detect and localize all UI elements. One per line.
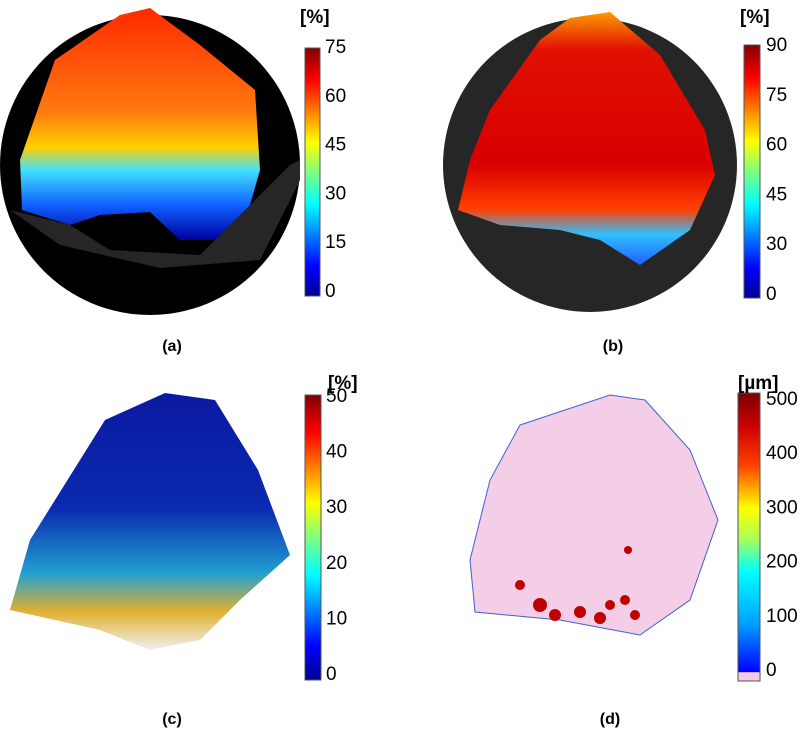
colorbar bbox=[737, 392, 761, 682]
colorbar-unit: [µm] bbox=[738, 373, 779, 394]
colorbar-tick-label: 75 bbox=[766, 85, 787, 106]
colorbar-tick-label: 15 bbox=[325, 232, 346, 253]
panel-label: (c) bbox=[162, 711, 182, 728]
image-b bbox=[443, 12, 737, 312]
colorbar-tick-label: 0 bbox=[766, 660, 777, 681]
colorbar-unit: [%] bbox=[300, 7, 330, 28]
colorbar-unit: [%] bbox=[328, 373, 358, 394]
colorbar-unit: [%] bbox=[740, 7, 770, 28]
colorbar-tick-label: 0 bbox=[325, 281, 336, 302]
colorbar-tick-label: 75 bbox=[325, 37, 346, 58]
colorbar bbox=[304, 47, 321, 297]
colorbar-tick-label: 50 bbox=[326, 386, 347, 407]
colorbar-tick-label: 45 bbox=[766, 184, 787, 205]
colorbar-tick-label: 90 bbox=[766, 35, 787, 56]
panel-label: (a) bbox=[162, 338, 182, 355]
image-a bbox=[0, 8, 300, 315]
image-d bbox=[469, 394, 719, 636]
colorbar bbox=[304, 394, 322, 681]
colorbar-tick-label: 20 bbox=[326, 553, 347, 574]
colorbar-tick-label: 400 bbox=[766, 443, 798, 464]
colorbar-tick-label: 10 bbox=[326, 608, 347, 629]
colorbar-tick-label: 0 bbox=[326, 664, 337, 685]
colorbar-tick-label: 30 bbox=[326, 497, 347, 518]
image-c bbox=[10, 393, 290, 650]
colorbar-tick-label: 60 bbox=[766, 135, 787, 156]
colorbar-tick-label: 40 bbox=[326, 442, 347, 463]
colorbar-tick-label: 30 bbox=[325, 183, 346, 204]
colorbar-tick-label: 60 bbox=[325, 86, 346, 107]
panel-label: (d) bbox=[600, 711, 620, 728]
colorbar-tick-label: 300 bbox=[766, 497, 798, 518]
colorbar-tick-label: 30 bbox=[766, 234, 787, 255]
panel-label: (b) bbox=[603, 338, 623, 355]
colorbar-tick-label: 0 bbox=[766, 284, 777, 305]
colorbar-tick-label: 100 bbox=[766, 606, 798, 627]
colorbar bbox=[743, 44, 761, 299]
colorbar-tick-label: 45 bbox=[325, 135, 346, 156]
colorbar-tick-label: 500 bbox=[766, 389, 798, 410]
colorbar-tick-label: 200 bbox=[766, 552, 798, 573]
